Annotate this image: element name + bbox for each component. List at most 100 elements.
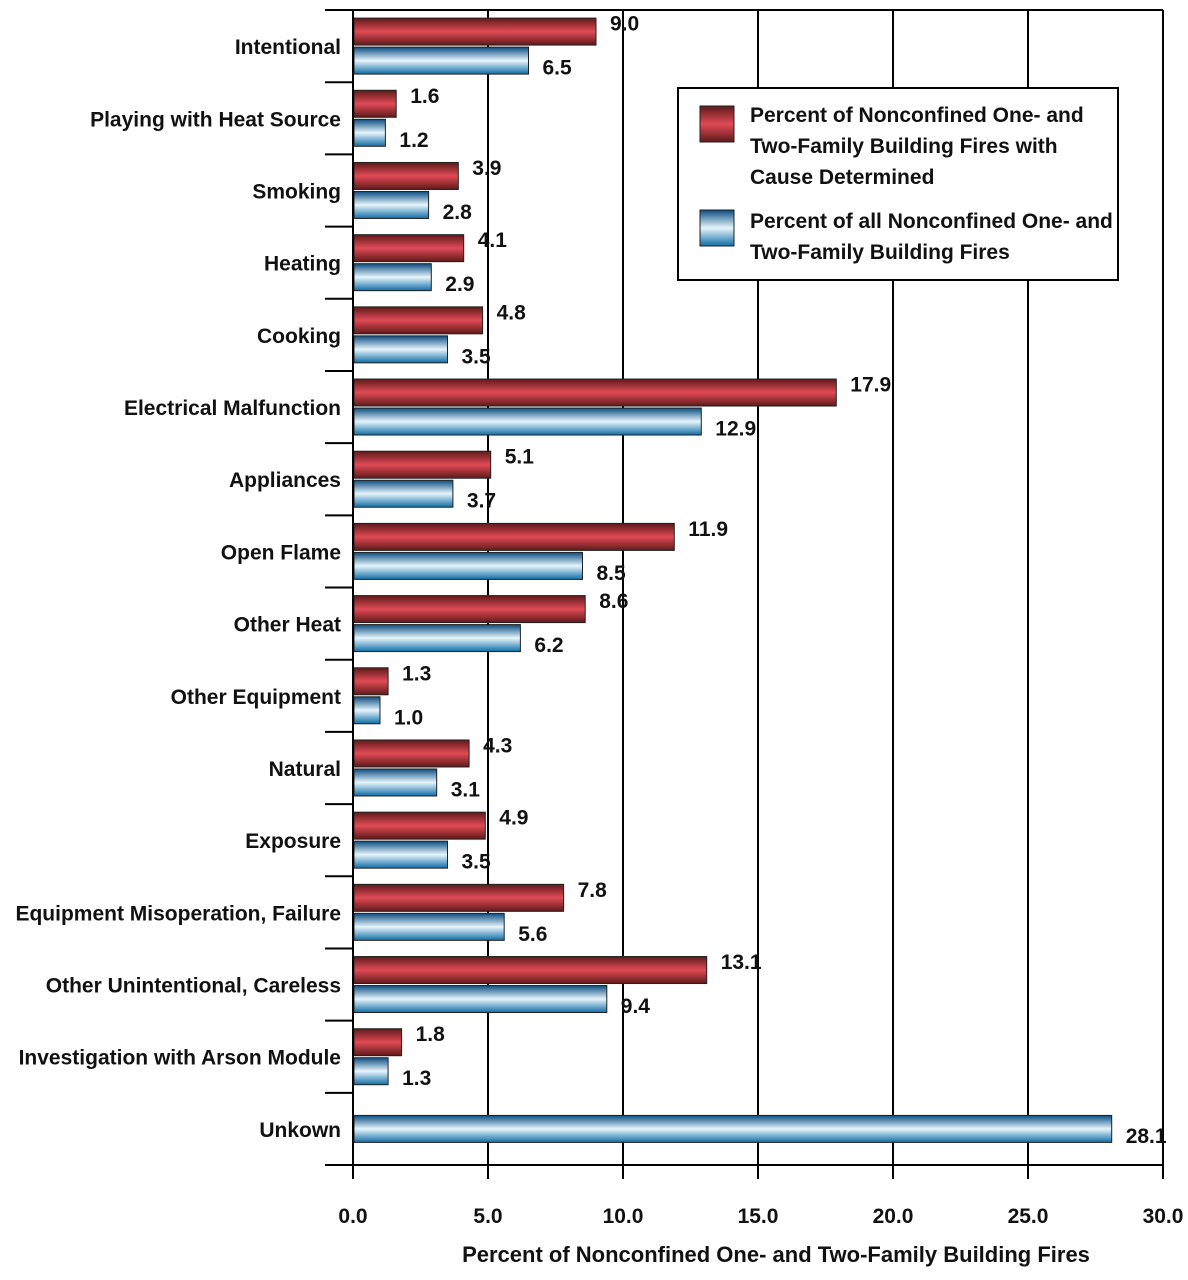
legend-label-line: Cause Determined [750,166,934,189]
bar-all-fires [353,118,386,147]
bar-all-fires [353,696,381,725]
value-label: 12.9 [715,418,756,441]
category-label: Heating [264,253,341,276]
bar-all-fires [353,46,529,75]
bar-all-fires [353,985,608,1014]
category-label: Cooking [257,325,341,348]
x-tick-label: 20.0 [873,1205,914,1228]
bar-cause-determined [353,883,565,912]
value-label: 11.9 [688,518,728,541]
x-tick-label: 15.0 [738,1205,779,1228]
bar-all-fires [353,407,702,436]
bar-all-fires [353,551,583,580]
value-label: 1.6 [410,85,439,108]
category-label: Investigation with Arson Module [19,1047,341,1070]
value-label: 5.6 [518,923,547,946]
x-tick-label: 25.0 [1008,1205,1049,1228]
legend-label-line: Percent of Nonconfined One- and [750,104,1084,127]
value-label: 7.8 [578,879,608,902]
category-label: Other Equipment [171,686,341,709]
value-label: 3.7 [467,490,496,513]
x-tick-label: 0.0 [338,1205,367,1228]
x-tick-label: 5.0 [473,1205,502,1228]
value-label: 4.3 [483,734,512,757]
value-label: 6.5 [543,57,573,80]
value-label: 17.9 [850,374,891,397]
category-label: Other Unintentional, Careless [46,975,341,998]
legend: Percent of Nonconfined One- and Two-Famil… [677,87,1119,281]
value-label: 6.2 [534,634,563,657]
x-tick-label: 30.0 [1143,1205,1184,1228]
category-label: Equipment Misoperation, Failure [15,902,341,925]
category-label: Natural [269,758,341,781]
axes [325,9,1164,1179]
value-label: 4.1 [478,229,508,252]
category-label: Unkown [259,1119,341,1142]
value-label: 1.3 [402,1067,431,1090]
bar-cause-determined [353,811,486,840]
bar-all-fires [353,840,448,869]
bar-all-fires [353,263,432,292]
legend-swatch-all-fires [699,209,735,247]
category-label: Exposure [245,830,341,853]
bar-all-fires [353,768,438,797]
bar-cause-determined [353,522,675,551]
bar-cause-determined [353,595,586,624]
value-label: 3.5 [462,345,492,368]
legend-label-line: Two-Family Building Fires with [750,135,1058,158]
value-label: 9.4 [621,995,651,1018]
value-label: 1.0 [394,706,423,729]
value-label: 28.1 [1126,1125,1167,1148]
bar-cause-determined [353,450,492,479]
x-tick-label: 10.0 [603,1205,644,1228]
bar-all-fires [353,190,430,219]
bar-cause-determined [353,739,470,768]
category-label: Appliances [229,469,341,492]
value-label: 8.5 [597,562,627,585]
value-label: 13.1 [721,951,762,974]
category-label: Open Flame [221,541,341,564]
legend-label-line: Two-Family Building Fires [750,241,1010,264]
value-label: 5.1 [505,446,535,469]
category-label: Other Heat [234,614,341,637]
bar-cause-determined [353,956,708,985]
bar-cause-determined [353,306,484,335]
labels: 0.0 5.0 10.0 15.0 20.0 25.0 30.0 Intentional 9.0… [15,13,1183,1228]
category-label: Electrical Malfunction [124,397,341,420]
value-label: 1.2 [399,129,428,152]
bar-all-fires [353,624,521,653]
bar-cause-determined [353,17,597,46]
value-label: 2.8 [443,201,473,224]
bar-cause-determined [353,378,837,407]
legend-box [677,87,1119,281]
category-label: Playing with Heat Source [90,108,341,131]
bar-all-fires [353,1114,1113,1143]
category-label: Intentional [235,36,341,59]
value-label: 3.5 [462,851,492,874]
bar-cause-determined [353,234,465,263]
bar-cause-determined [353,161,459,190]
legend-swatch-cause-determined [699,105,735,143]
x-axis-title: Percent of Nonconfined One- and Two-Fami… [462,1242,1090,1267]
value-label: 8.6 [599,590,628,613]
value-label: 4.9 [499,807,528,830]
category-label: Smoking [252,180,341,203]
value-label: 3.9 [472,157,501,180]
bar-all-fires [353,912,505,941]
value-label: 1.3 [402,662,431,685]
bar-all-fires [353,479,454,508]
value-label: 9.0 [610,13,639,36]
value-label: 2.9 [445,273,474,296]
bar-cause-determined [353,667,389,696]
bar-all-fires [353,1057,389,1086]
value-label: 1.8 [416,1023,446,1046]
bar-all-fires [353,335,448,364]
value-label: 3.1 [451,778,481,801]
legend-label-line: Percent of all Nonconfined One- and [750,210,1113,233]
bar-cause-determined [353,1028,403,1057]
bar-cause-determined [353,89,397,118]
value-label: 4.8 [497,301,527,324]
bars [353,17,1113,1143]
